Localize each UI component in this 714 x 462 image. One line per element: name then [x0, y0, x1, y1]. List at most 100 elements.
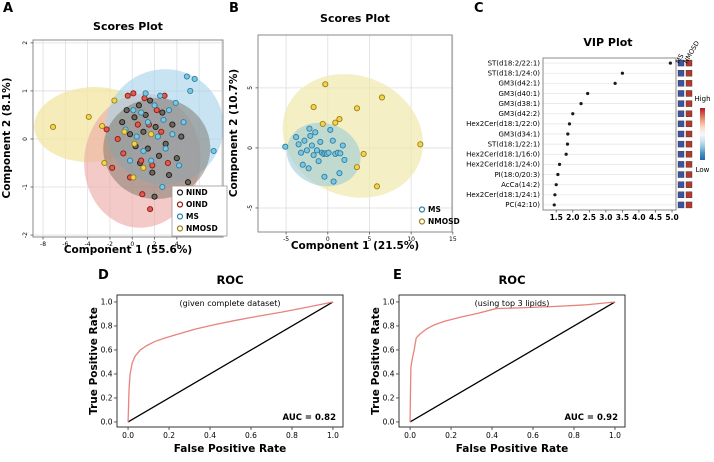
chart-subtitle: (given complete dataset) [180, 299, 281, 308]
scatter-point-nind [165, 171, 173, 179]
scatter-point-ms [154, 133, 161, 140]
vip-lipid-label: PI(18:0/20:3) [494, 171, 540, 179]
heatmap-cell-ms [677, 161, 685, 168]
scatter-point-ms [169, 131, 176, 138]
vip-dot [571, 112, 575, 116]
legend-marker-oind [176, 201, 184, 208]
y-tick-label: -2 [22, 232, 29, 238]
roc-curve-top3-chart: 0.0 0.2 0.4 0.6 0.8 1.0 0.0 0.2 0.4 0.6 0.8 1.0 ROC (… [370, 273, 626, 455]
plot-border [116, 294, 344, 428]
y-tick-label: 0.4 [101, 369, 113, 378]
chart-title: Scores Plot [320, 12, 390, 25]
y-axis-label: True Positive Rate [370, 307, 382, 415]
legend-marker-ms [176, 213, 184, 220]
scatter-point-oind [153, 107, 160, 114]
vip-dot [554, 183, 558, 187]
panel-letter-a: A [3, 1, 14, 16]
scatter-point-ms [327, 126, 334, 133]
x-tick-label: 0.4 [486, 431, 498, 440]
scatter-point-ms [293, 134, 300, 141]
colorbar [700, 108, 705, 160]
y-tick-label: 5 [247, 86, 254, 90]
scatter-point-oind [149, 162, 156, 169]
vip-lipid-label: ST(d18:2/22:1) [488, 59, 541, 67]
heatmap-cell-ms [677, 110, 685, 117]
y-tick-label: 0.0 [383, 417, 395, 426]
scores-plot-ms-nmosd-chart: -5 0 5 10 15 -5 0 5 Scores Plot Component 1 (21.5… [228, 12, 460, 252]
legend-label-ms: MS [186, 212, 199, 221]
plot-area [399, 295, 625, 427]
scatter-point-nmosd [101, 159, 108, 167]
heatmap-cell-nmosd [685, 161, 693, 168]
legend-label-nind: NIND [186, 188, 208, 197]
x-tick-label: 0.0 [404, 431, 416, 440]
scatter-point-ms [329, 137, 336, 144]
heatmap-cell-nmosd [685, 151, 693, 158]
x-tick-label: 3.0 [599, 213, 612, 222]
x-tick-label: -6 [62, 241, 68, 248]
y-tick-label: -1 [22, 184, 29, 190]
legend-label-nmosd: NMOSD [428, 217, 460, 226]
scatter-point-ms [159, 183, 166, 191]
y-tick-label: 0 [22, 137, 29, 141]
heatmap-cell-nmosd [685, 110, 693, 117]
scatter-point-nind [147, 97, 154, 104]
scatter-point-nmosd [310, 104, 317, 111]
scatter-point-ms [183, 73, 190, 80]
scatter-point-ms [301, 137, 308, 144]
scatter-point-nind [159, 109, 166, 116]
scatter-point-ms [317, 138, 324, 145]
x-tick-label: 1.0 [609, 431, 621, 440]
scatter-point-ms [172, 99, 179, 106]
vip-lipid-label: Hex2Cer(d18:1/22:0) [466, 120, 540, 128]
y-axis-label: Component 2 (8.1%) [1, 77, 13, 198]
scatter-point-oind [141, 95, 148, 102]
scatter-point-ms [321, 173, 328, 180]
chart-subtitle: (using top 3 lipids) [475, 299, 550, 308]
heatmap-cell-nmosd [685, 90, 693, 97]
x-tick-label: 2.5 [583, 213, 596, 222]
legend-label-nmosd: NMOSD [186, 224, 218, 233]
y-tick-label: 0.2 [383, 393, 395, 402]
scatter-point-ms [341, 156, 348, 163]
scatter-point-nind [135, 102, 142, 109]
scatter-point-nind [178, 133, 185, 140]
auc-value: AUC = 0.92 [565, 413, 619, 423]
scatter-point-oind [134, 121, 141, 128]
panel-letter-e: E [393, 268, 402, 283]
chance-diagonal [127, 301, 334, 423]
x-axis-label: False Positive Rate [456, 443, 569, 455]
vip-lipid-label: PC(42:10) [505, 201, 540, 209]
chance-diagonal [409, 301, 616, 423]
heatmap-cell-nmosd [685, 171, 693, 178]
x-axis-label: Component 1 (21.5%) [291, 240, 419, 252]
scatter-point-ms [130, 107, 137, 114]
chart-title: ROC [216, 273, 243, 287]
y-tick-label: 0.6 [101, 345, 113, 354]
y-tick-label: 0 [247, 146, 254, 150]
vip-dot [565, 142, 570, 146]
heatmap-cell-ms [677, 171, 685, 178]
scatter-point-ms [312, 129, 319, 136]
scatter-point-nmosd [336, 116, 343, 123]
scatter-point-ms [138, 109, 145, 116]
y-tick-label: 0.4 [383, 369, 395, 378]
vip-dot [556, 172, 560, 177]
x-tick-label: 0.6 [245, 431, 257, 440]
panel-letter-c: C [474, 1, 484, 16]
heatmap-cell-ms [677, 120, 685, 128]
vip-dot [586, 91, 590, 96]
y-tick-label: 1 [22, 89, 29, 93]
x-tick-label: 2 [153, 241, 157, 248]
heatmap-cell-nmosd [685, 201, 693, 209]
x-tick-label: 4.0 [632, 213, 645, 222]
scatter-point-ms [303, 147, 310, 154]
vip-dot [613, 81, 617, 85]
scatter-point-oind [164, 159, 171, 167]
heatmap-column-header: MS [674, 53, 686, 65]
x-tick-label: 1.5 [550, 213, 563, 222]
scatter-point-nind [140, 128, 147, 135]
roc-curve [409, 301, 616, 422]
heatmap-cell-nmosd [685, 181, 693, 188]
x-tick-label: 0.8 [568, 431, 580, 440]
